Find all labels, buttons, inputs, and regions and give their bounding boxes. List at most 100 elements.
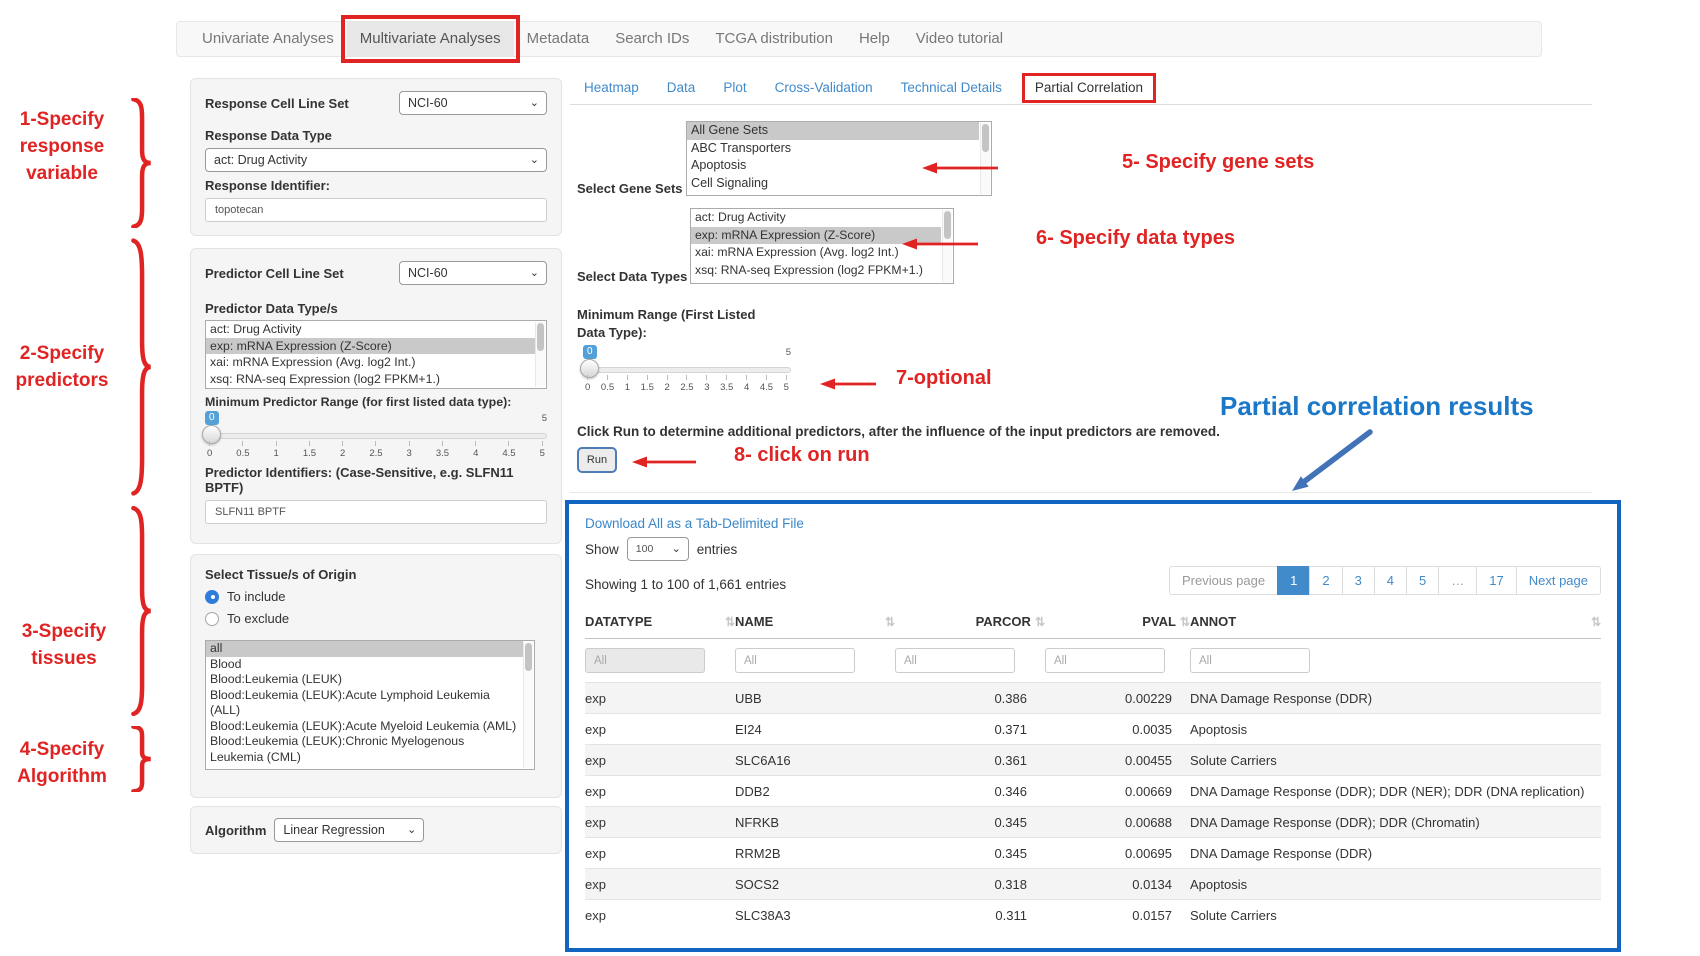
gene-sets-listbox[interactable]: All Gene Sets ABC Transporters Apoptosis Ce… [686,121,992,196]
sort-icon[interactable]: ⇅ [1179,614,1190,629]
filter-annot-input[interactable] [1190,648,1310,673]
listbox-option[interactable]: Blood [210,656,242,671]
filter-name-input[interactable] [735,648,855,673]
next-page-button[interactable]: Next page [1515,566,1601,595]
nav-item[interactable]: Univariate Analyses [202,30,334,47]
scrollbar-thumb[interactable] [982,124,989,152]
page-number-button[interactable]: 4 [1373,566,1408,595]
filter-pval-input[interactable] [1045,648,1165,673]
min-predictor-range-slider[interactable]: 0 5 0 0.5 1 1.5 2 2.5 3 3.5 4 4.5 5 [202,411,547,461]
scrollbar[interactable] [942,210,952,282]
table-row[interactable]: exp SOCS2 0.318 0.0134 Apoptosis [585,868,1601,900]
filter-parcor-input[interactable] [895,648,1015,673]
slider-track[interactable] [205,433,547,439]
nav-item[interactable]: Metadata [526,30,590,47]
tissue-include-radio[interactable]: To include [205,589,547,604]
listbox-option[interactable]: xai: mRNA Expression (Avg. log2 Int.) [695,245,899,259]
predictor-identifiers-input[interactable] [205,500,547,524]
sort-icon[interactable]: ⇅ [1034,614,1045,629]
table-row[interactable]: exp DDB2 0.346 0.00669 DNA Damage Respon… [585,775,1601,807]
data-types-listbox[interactable]: act: Drug Activity exp: mRNA Expression (… [690,208,954,284]
listbox-option[interactable]: exp: mRNA Expression (Z-Score) [206,337,535,354]
sort-icon[interactable]: ⇅ [724,614,735,629]
run-button[interactable]: Run [577,447,617,473]
listbox-option[interactable]: Blood:Leukemia (LEUK):Acute Lymphoid Leu… [210,687,490,718]
column-header-parcor[interactable]: PARCOR ⇅ [895,606,1045,639]
analysis-tabs: Heatmap Data Plot Cross-Validation Technical… [570,72,1156,104]
slider-track[interactable] [583,367,791,373]
table-row[interactable]: exp EI24 0.371 0.0035 Apoptosis [585,713,1601,745]
page-size-select[interactable]: 100 ⌄ [626,537,689,561]
optional-arrow [820,378,876,390]
predictor-data-types-listbox[interactable]: act: Drug Activity exp: mRNA Expression (… [205,320,547,389]
radio-unselected-icon[interactable] [205,611,219,626]
nav-item[interactable]: Help [858,30,890,47]
listbox-option[interactable]: xsq: RNA-seq Expression (log2 FPKM+1.) [695,262,923,277]
predictor-cell-line-set-select[interactable]: NCI-60 ⌄ [399,261,547,285]
response-data-type-label: Response Data Type [205,128,332,143]
page-number-button[interactable]: … [1438,566,1478,595]
scrollbar[interactable] [980,123,990,194]
sort-icon[interactable]: ⇅ [884,614,895,629]
listbox-option[interactable]: Apoptosis [691,158,747,172]
listbox-option[interactable]: Blood:Leukemia (LEUK):Chronic Myelogenou… [210,734,465,764]
table-row[interactable]: exp NFRKB 0.345 0.00688 DNA Damage Respo… [585,806,1601,838]
slider-handle[interactable] [580,359,599,378]
response-identifier-input[interactable] [205,198,547,222]
tab[interactable]: Plot [723,80,747,95]
page-number-button[interactable]: 17 [1476,566,1517,595]
previous-page-button[interactable]: Previous page [1168,566,1279,595]
nav-item[interactable]: Multivariate Analyses [340,15,520,63]
scrollbar-thumb[interactable] [525,643,532,671]
listbox-option[interactable]: all [206,641,523,657]
tab[interactable]: Partial Correlation [1021,73,1156,103]
table-row[interactable]: exp RRM2B 0.345 0.00695 DNA Damage Respo… [585,837,1601,869]
listbox-option[interactable]: Blood:Leukemia (LEUK) [210,672,342,686]
listbox-option[interactable]: act: Drug Activity [210,322,302,336]
column-header-datatype[interactable]: DATATYPE ⇅ [585,606,735,639]
listbox-option[interactable]: xai: mRNA Expression (Avg. log2 Int.) [210,355,416,369]
radio-selected-icon[interactable] [205,589,219,604]
response-data-type-select[interactable]: act: Drug Activity ⌄ [205,148,547,172]
listbox-option[interactable]: Cell Signaling [691,175,769,190]
nav-item[interactable]: Search IDs [615,30,690,47]
table-row[interactable]: exp UBB 0.386 0.00229 DNA Damage Respons… [585,682,1601,714]
table-row[interactable]: exp SLC38A3 0.311 0.0157 Solute Carriers [585,899,1601,930]
tissue-exclude-radio[interactable]: To exclude [205,611,547,626]
column-header-annot[interactable]: ANNOT ⇅ [1190,606,1601,639]
scrollbar[interactable] [535,322,545,387]
page-number-button[interactable]: 3 [1341,566,1375,595]
algorithm-select[interactable]: Linear Regression ⌄ [274,818,425,842]
nav-item[interactable]: TCGA distribution [715,30,833,47]
page-number-button[interactable]: 2 [1309,566,1343,595]
listbox-option[interactable]: act: Drug Activity [695,210,786,224]
nav-item[interactable]: Video tutorial [915,30,1004,47]
tab[interactable]: Heatmap [584,80,639,95]
listbox-option[interactable]: exp: mRNA Expression (Z-Score) [691,226,941,244]
listbox-option[interactable]: Blood:Leukemia (LEUK):Acute Myeloid Leuk… [210,718,517,733]
predictor-panel: Predictor Cell Line Set NCI-60 ⌄ Predict… [190,248,562,544]
page-number-button[interactable]: 5 [1406,566,1440,595]
sort-icon[interactable]: ⇅ [1590,614,1601,629]
listbox-option[interactable]: All Gene Sets [687,122,979,140]
listbox-option[interactable]: ABC Transporters [691,140,792,155]
tab[interactable]: Data [666,80,696,95]
listbox-option[interactable]: xsq: RNA-seq Expression (log2 FPKM+1.) [210,371,440,386]
response-cell-line-set-select[interactable]: NCI-60 ⌄ [399,91,547,115]
table-row[interactable]: exp SLC6A16 0.361 0.00455 Solute Carrier… [585,744,1601,776]
download-all-link[interactable]: Download All as a Tab-Delimited File [585,516,804,531]
scrollbar-thumb[interactable] [537,323,544,351]
top-navigation: Univariate Analyses Multivariate Analyse… [176,15,1542,63]
tissue-listbox[interactable]: all Blood Blood:Leukemia (LEUK) Blood:Leuke… [205,640,535,770]
tab[interactable]: Technical Details [900,80,1002,95]
scrollbar[interactable] [523,642,533,768]
filter-datatype-input[interactable] [585,648,705,673]
column-header-pval[interactable]: PVAL ⇅ [1045,606,1190,639]
slider-handle[interactable] [202,425,221,444]
predictor-cell-line-set-value: NCI-60 [408,266,448,280]
page-number-button[interactable]: 1 [1277,566,1311,595]
min-range-slider[interactable]: 0 5 0 0.5 1 1.5 2 2.5 3 3.5 4 4.5 5 [580,345,791,395]
scrollbar-thumb[interactable] [944,211,951,239]
tab[interactable]: Cross-Validation [774,80,873,95]
column-header-name[interactable]: NAME ⇅ [735,606,895,639]
